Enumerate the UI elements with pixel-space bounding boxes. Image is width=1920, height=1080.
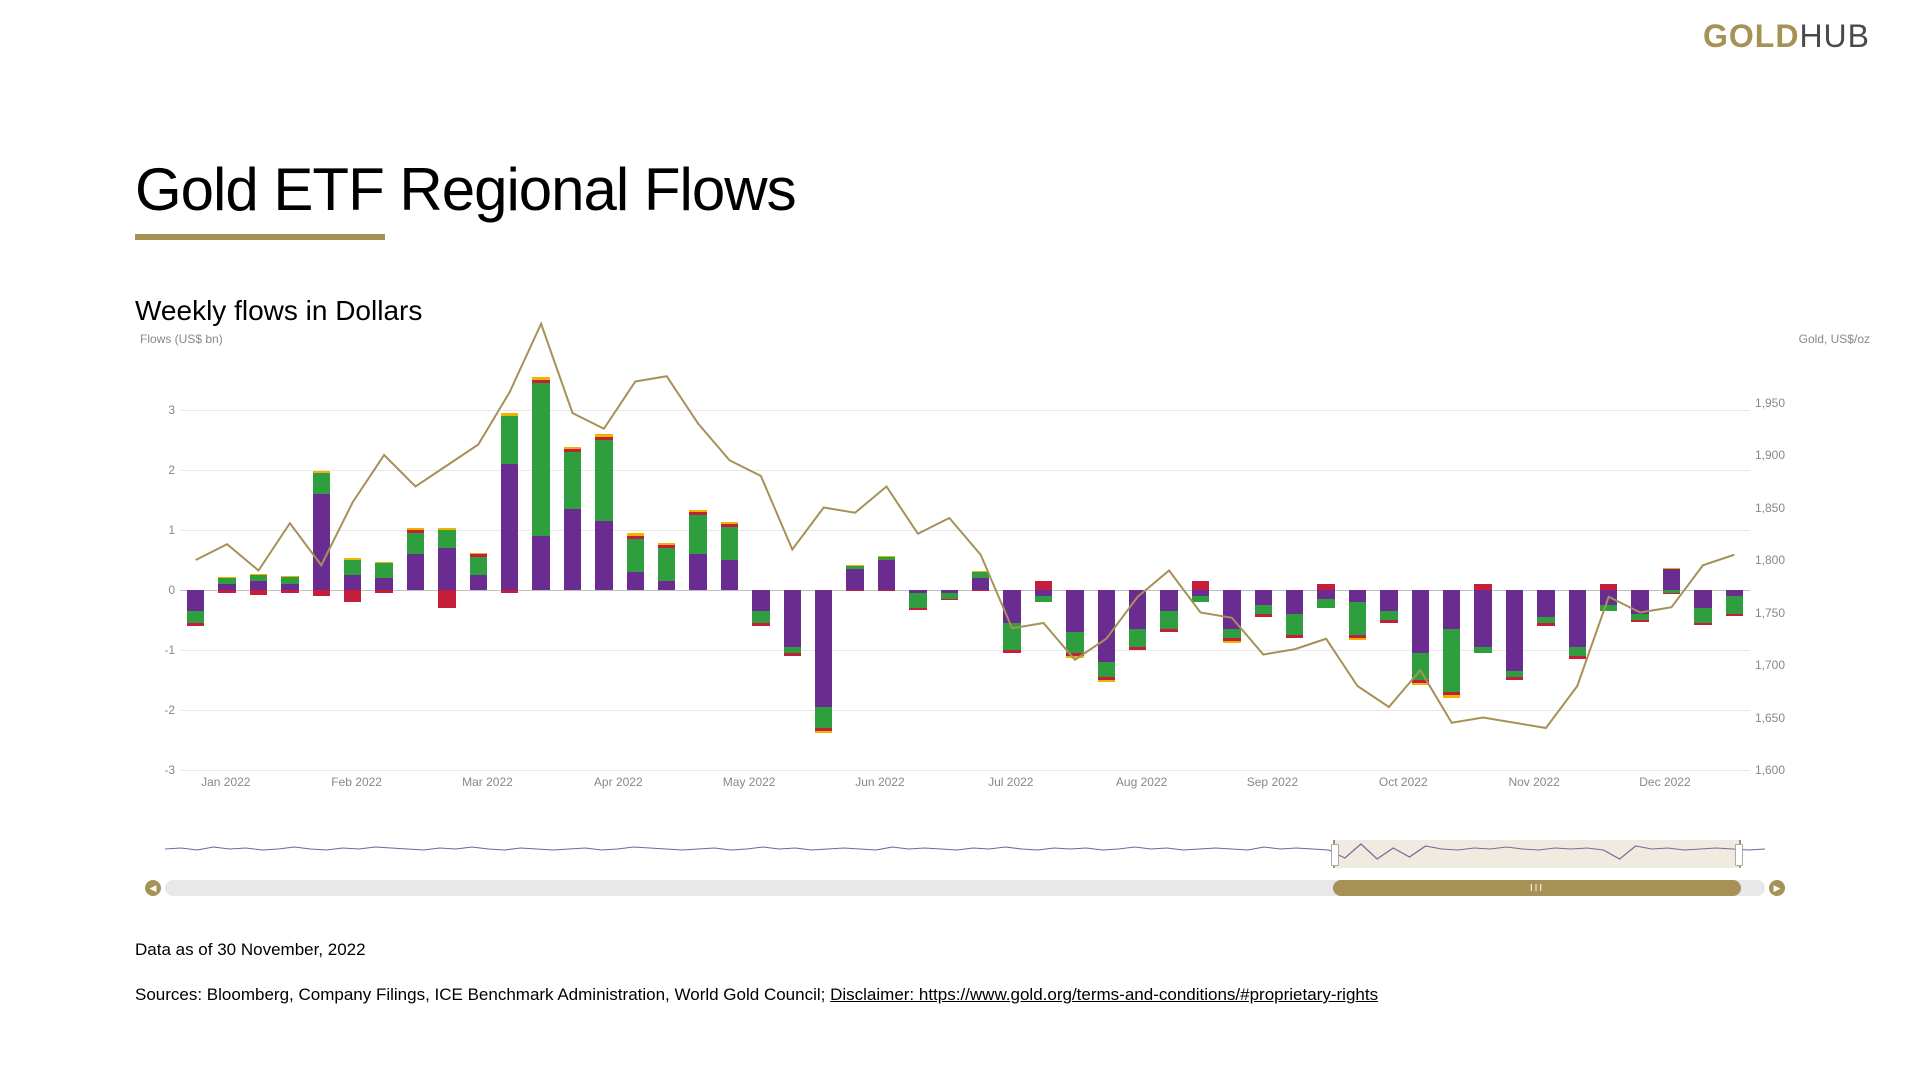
x-axis-tick: Mar 2022 (462, 775, 513, 789)
x-axis-tick: Feb 2022 (331, 775, 382, 789)
main-chart: -3-2-101231,6001,6501,7001,7501,8001,850… (135, 350, 1785, 790)
scrollbar-grip: III (1530, 883, 1544, 894)
chart-subtitle: Weekly flows in Dollars (135, 295, 422, 327)
grid-line (180, 770, 1750, 771)
page-title: Gold ETF Regional Flows (135, 155, 796, 224)
scroll-left-button[interactable]: ◀ (145, 880, 161, 896)
x-axis-tick: Jun 2022 (855, 775, 904, 789)
gold-price-line (180, 350, 1750, 770)
y-right-tick: 1,900 (1755, 448, 1795, 462)
y-left-tick: -3 (150, 763, 175, 777)
y-right-tick: 1,700 (1755, 658, 1795, 672)
y-axis-right-label: Gold, US$/oz (1799, 332, 1870, 346)
logo-gold: GOLD (1703, 18, 1799, 54)
logo-hub: HUB (1799, 18, 1870, 54)
x-axis-tick: Oct 2022 (1379, 775, 1428, 789)
y-left-tick: 3 (150, 403, 175, 417)
x-axis-tick: Nov 2022 (1508, 775, 1559, 789)
y-left-tick: 0 (150, 583, 175, 597)
scroll-right-button[interactable]: ▶ (1769, 880, 1785, 896)
y-left-tick: 1 (150, 523, 175, 537)
y-right-tick: 1,750 (1755, 606, 1795, 620)
x-axis-tick: May 2022 (723, 775, 776, 789)
y-right-tick: 1,950 (1755, 396, 1795, 410)
x-axis-tick: Jan 2022 (201, 775, 250, 789)
y-axis-left-label: Flows (US$ bn) (140, 332, 223, 346)
y-left-tick: -1 (150, 643, 175, 657)
x-axis-tick: Dec 2022 (1639, 775, 1690, 789)
y-right-tick: 1,600 (1755, 763, 1795, 777)
x-axis-tick: Jul 2022 (988, 775, 1033, 789)
y-left-tick: 2 (150, 463, 175, 477)
chart-navigator[interactable] (165, 840, 1765, 868)
x-axis-tick: Aug 2022 (1116, 775, 1167, 789)
disclaimer-link[interactable]: Disclaimer: https://www.gold.org/terms-a… (830, 985, 1378, 1004)
x-axis-tick: Apr 2022 (594, 775, 643, 789)
data-as-of: Data as of 30 November, 2022 (135, 940, 366, 960)
x-axis-labels: Jan 2022 Feb 2022 Mar 2022 Apr 2022 May 2022… (180, 775, 1750, 795)
sources-line: Sources: Bloomberg, Company Filings, ICE… (135, 985, 1378, 1005)
y-right-tick: 1,800 (1755, 553, 1795, 567)
navigator-selection[interactable] (1333, 840, 1741, 868)
y-left-tick: -2 (150, 703, 175, 717)
title-underline (135, 234, 385, 240)
sources-text: Sources: Bloomberg, Company Filings, ICE… (135, 985, 830, 1004)
chart-scrollbar[interactable]: ◀ III ▶ (165, 880, 1765, 896)
brand-logo: GOLDHUB (1703, 18, 1870, 55)
y-right-tick: 1,850 (1755, 501, 1795, 515)
plot-area[interactable]: -3-2-101231,6001,6501,7001,7501,8001,850… (180, 350, 1750, 770)
scrollbar-thumb[interactable]: III (1333, 880, 1741, 896)
navigator-handle-right[interactable] (1735, 844, 1743, 866)
x-axis-tick: Sep 2022 (1247, 775, 1298, 789)
navigator-handle-left[interactable] (1331, 844, 1339, 866)
y-right-tick: 1,650 (1755, 711, 1795, 725)
